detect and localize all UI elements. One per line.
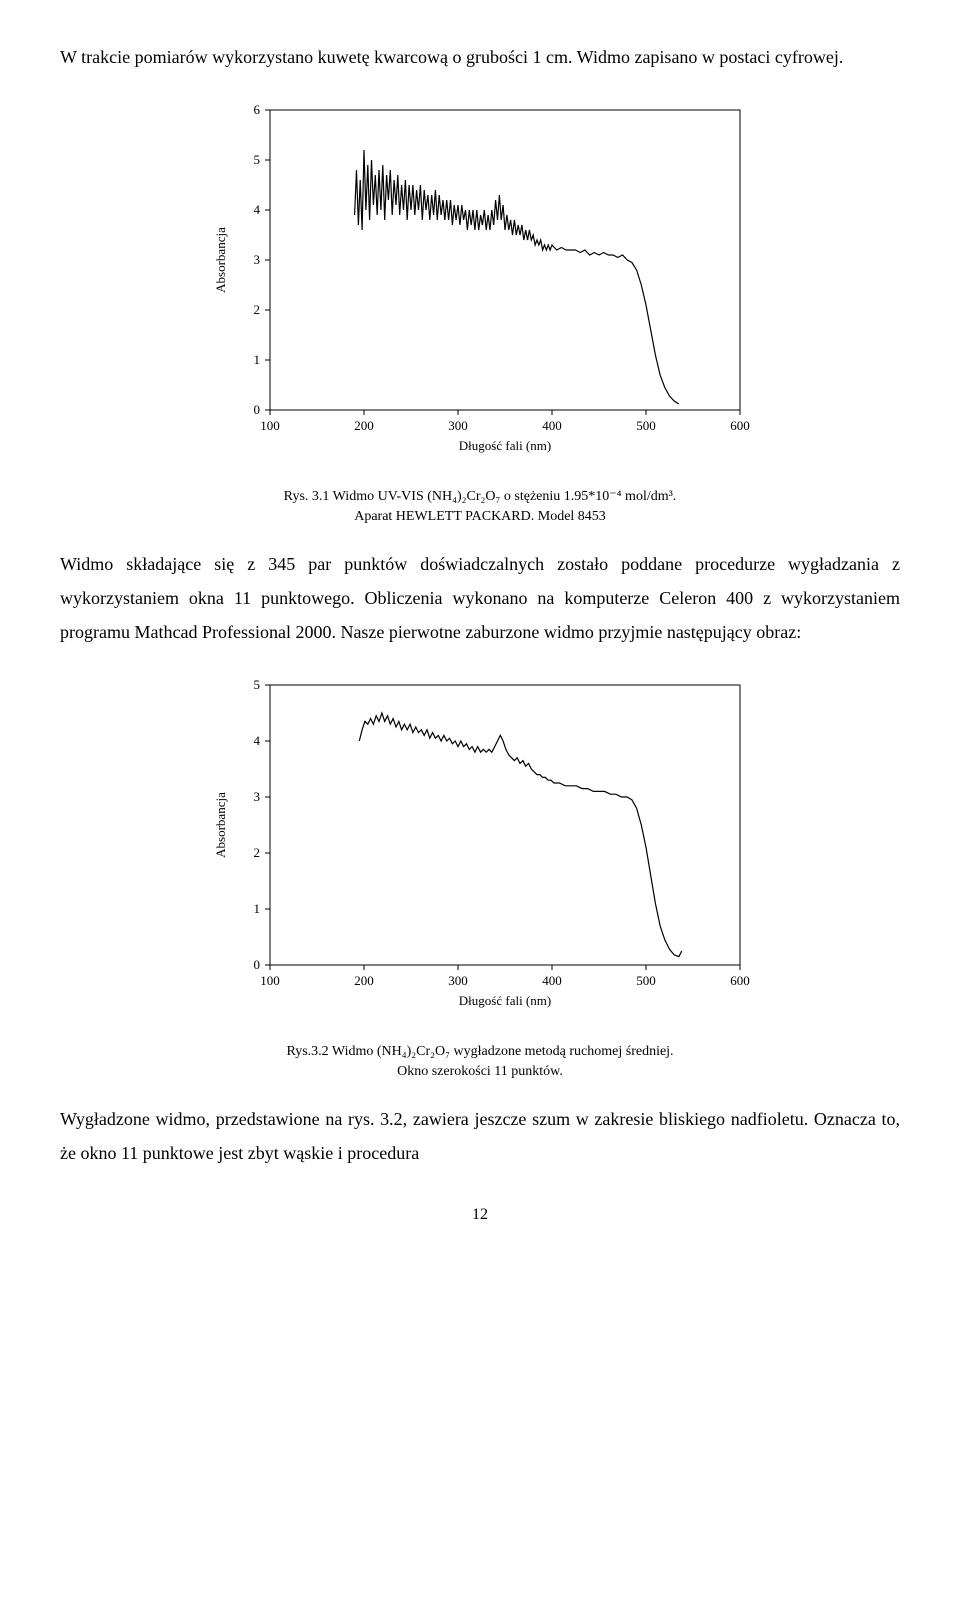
svg-text:200: 200: [354, 973, 374, 988]
chart1-svg: 0 1 2 3 4 5 6 100 200 300 400 500 600 Długość fali (n…: [200, 90, 760, 470]
svg-text:Długość fali (nm): Długość fali (nm): [459, 438, 551, 453]
svg-text:300: 300: [448, 973, 468, 988]
svg-text:600: 600: [730, 418, 750, 433]
svg-text:0: 0: [254, 957, 261, 972]
svg-text:100: 100: [260, 418, 280, 433]
svg-text:100: 100: [260, 973, 280, 988]
svg-text:Absorbancja: Absorbancja: [213, 227, 228, 293]
chart2-caption-line1: Rys.3.2 Widmo (NH₄)₂Cr₂O₇ wygładzone met…: [60, 1042, 900, 1062]
svg-text:2: 2: [254, 302, 261, 317]
svg-text:600: 600: [730, 973, 750, 988]
svg-text:5: 5: [254, 677, 261, 692]
svg-text:400: 400: [542, 973, 562, 988]
svg-text:300: 300: [448, 418, 468, 433]
chart2-caption: Rys.3.2 Widmo (NH₄)₂Cr₂O₇ wygładzone met…: [60, 1042, 900, 1081]
chart2-container: 0 1 2 3 4 5 100 200 300 400 500 600 Długość fali (nm…: [60, 665, 900, 1081]
paragraph-2: Widmo składające się z 345 par punktów d…: [60, 547, 900, 650]
svg-text:6: 6: [254, 102, 261, 117]
chart1-container: 0 1 2 3 4 5 6 100 200 300 400 500 600 Długość fali (n…: [60, 90, 900, 526]
svg-text:4: 4: [254, 202, 261, 217]
svg-text:1: 1: [254, 352, 261, 367]
svg-text:0: 0: [254, 402, 261, 417]
paragraph-1: W trakcie pomiarów wykorzystano kuwetę k…: [60, 40, 900, 74]
svg-text:3: 3: [254, 789, 261, 804]
paragraph-3: Wygładzone widmo, przedstawione na rys. …: [60, 1102, 900, 1170]
chart1-caption-line2: Aparat HEWLETT PACKARD. Model 8453: [60, 507, 900, 527]
svg-text:1: 1: [254, 901, 261, 916]
chart2-caption-line2: Okno szerokości 11 punktów.: [60, 1062, 900, 1082]
svg-text:400: 400: [542, 418, 562, 433]
chart2-svg: 0 1 2 3 4 5 100 200 300 400 500 600 Długość fali (nm…: [200, 665, 760, 1025]
svg-text:3: 3: [254, 252, 261, 267]
svg-text:2: 2: [254, 845, 261, 860]
chart1-caption: Rys. 3.1 Widmo UV-VIS (NH₄)₂Cr₂O₇ o stęż…: [60, 487, 900, 526]
svg-text:5: 5: [254, 152, 261, 167]
svg-text:200: 200: [354, 418, 374, 433]
svg-text:4: 4: [254, 733, 261, 748]
svg-text:500: 500: [636, 418, 656, 433]
chart1-caption-line1: Rys. 3.1 Widmo UV-VIS (NH₄)₂Cr₂O₇ o stęż…: [60, 487, 900, 507]
svg-text:Długość fali (nm): Długość fali (nm): [459, 993, 551, 1008]
page-number: 12: [60, 1200, 900, 1230]
svg-text:500: 500: [636, 973, 656, 988]
svg-text:Absorbancja: Absorbancja: [213, 792, 228, 858]
